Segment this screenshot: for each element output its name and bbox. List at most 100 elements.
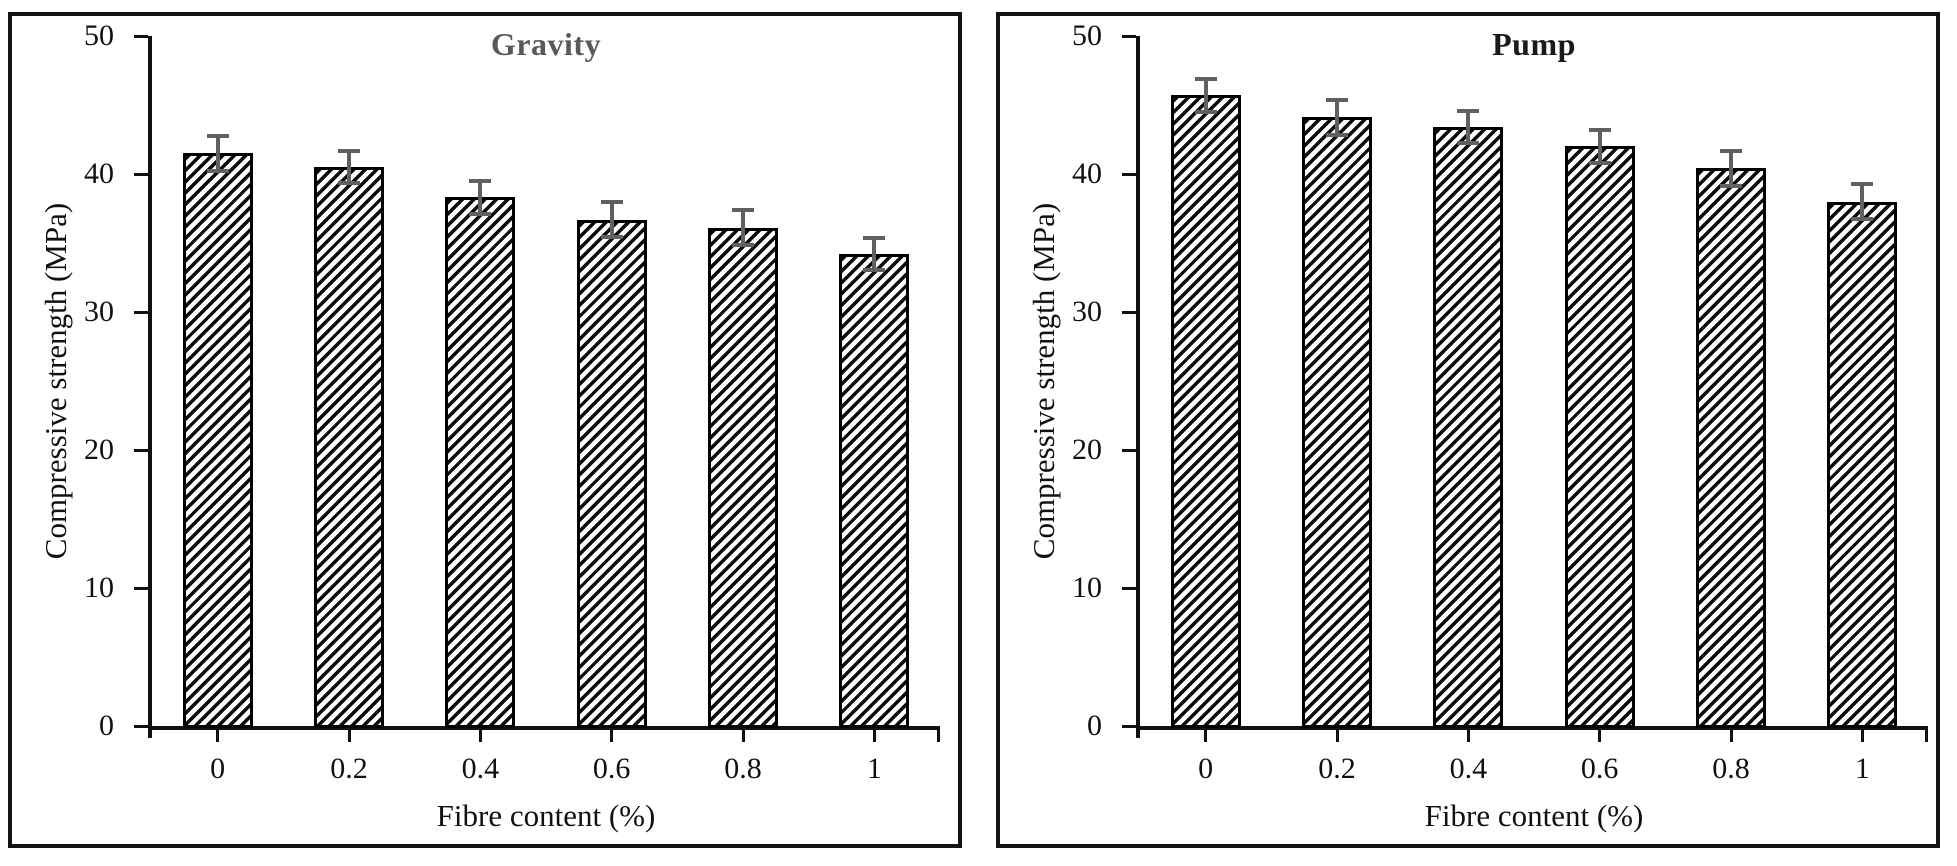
y-tick [1122,35,1136,38]
y-tick [1122,449,1136,452]
bar [1302,117,1372,728]
y-tick-label: 40 [84,157,114,190]
x-tick-label: 0.6 [1580,752,1619,785]
error-bar-cap-top [469,179,492,184]
bar [708,227,778,728]
error-bar-stem [872,238,877,270]
error-bar-cap-top [1720,148,1742,153]
error-bar-cap-bottom [1851,217,1874,222]
y-tick-label: 40 [1072,157,1102,190]
y-axis-line [148,36,152,738]
error-bar-cap-bottom [863,268,886,273]
y-tick-label: 0 [1087,709,1102,742]
error-bar-stem [609,202,614,237]
y-tick [134,725,148,728]
error-bar-cap-top [338,148,360,153]
x-tick-end [1925,730,1928,742]
error-bar-cap-bottom [600,235,623,240]
bar [1170,95,1241,728]
y-tick [134,173,148,176]
x-tick [1598,730,1602,742]
x-tick-label: 0.6 [592,752,631,785]
plot-area-gravity: 0 10 20 30 40 50 0 0.2 0.4 0.6 0.8 1 [12,16,958,844]
error-bar-cap-bottom [338,181,360,186]
error-bar-stem [215,136,220,170]
error-bar-cap-bottom [732,243,754,248]
x-tick-label: 0 [1198,752,1214,785]
bar [576,219,647,728]
error-bar-cap-bottom [1457,141,1480,146]
x-tick [1729,730,1733,742]
x-tick [610,730,614,742]
y-tick-label: 50 [84,19,114,52]
y-tick [1122,587,1136,590]
error-bar-stem [1860,185,1865,219]
x-tick [872,730,876,742]
y-tick-label: 10 [84,571,114,604]
error-bar-cap-bottom [1194,109,1217,114]
error-bar-stem [1466,111,1471,143]
x-tick [347,730,351,742]
chart-title-pump: Pump [1492,26,1576,62]
y-tick-label: 30 [84,295,114,328]
error-bar-stem [1597,131,1602,162]
x-tick-label: 0.4 [461,752,500,785]
error-bar-cap-bottom [206,168,229,173]
y-tick-label: 50 [1072,19,1102,52]
y-axis-line [1136,36,1140,738]
chart-title-gravity: Gravity [490,26,602,62]
x-tick-label: 0.2 [330,752,368,785]
y-tick [134,311,148,314]
bar [1696,168,1766,728]
x-tick-label: 0.4 [1449,752,1488,785]
error-bar-stem [1335,100,1339,134]
bar [1564,146,1635,728]
x-tick [1335,730,1339,742]
error-bar-stem [347,151,351,183]
bar [445,197,516,728]
error-bar-cap-bottom [1720,184,1742,189]
x-tick-end [937,730,940,742]
bar [839,254,910,728]
x-axis-title: Fibre content (%) [1424,798,1644,833]
x-tick-label: 0.2 [1318,752,1356,785]
y-tick [134,35,148,38]
x-tick-label: 1 [866,752,882,785]
error-bar-stem [1729,151,1733,186]
error-bar-cap-top [600,199,623,204]
error-bar-cap-bottom [1326,132,1348,137]
x-tick [1204,730,1208,742]
error-bar-cap-bottom [1588,160,1611,165]
bar [182,153,253,728]
x-tick [741,730,745,742]
x-axis-line [148,726,940,730]
y-tick-label: 20 [84,433,114,466]
error-bar-cap-top [1457,108,1480,113]
x-tick-label: 0 [210,752,226,785]
x-tick-label: 0.8 [724,752,762,785]
error-bar-cap-top [732,208,754,213]
chart-panel-pump: Pump Compressive strength (MPa) 0 10 20 30 4… [996,12,1940,848]
x-axis-title: Fibre content (%) [436,798,656,833]
x-tick-label: 1 [1854,752,1870,785]
error-bar-cap-top [1326,97,1348,102]
error-bar-stem [741,211,745,245]
error-bar-cap-bottom [469,211,492,216]
x-tick [1466,730,1470,742]
bar [1827,201,1898,728]
plot-area-pump: 0 10 20 30 40 50 0 0.2 0.4 0.6 0.8 1 [1000,16,1936,844]
y-tick-label: 10 [1072,571,1102,604]
x-tick-label: 0.8 [1712,752,1750,785]
error-bar-stem [1203,80,1208,111]
y-tick [134,587,148,590]
chart-panel-gravity: Gravity Compressive strength (MPa) 0 10 20… [8,12,962,848]
error-bar-cap-top [1194,77,1217,82]
y-tick-label: 30 [1072,295,1102,328]
error-bar-cap-top [1851,182,1874,187]
y-tick-label: 20 [1072,433,1102,466]
bar [1433,127,1504,728]
error-bar-cap-top [863,235,886,240]
x-tick [1860,730,1864,742]
bar [314,167,384,728]
